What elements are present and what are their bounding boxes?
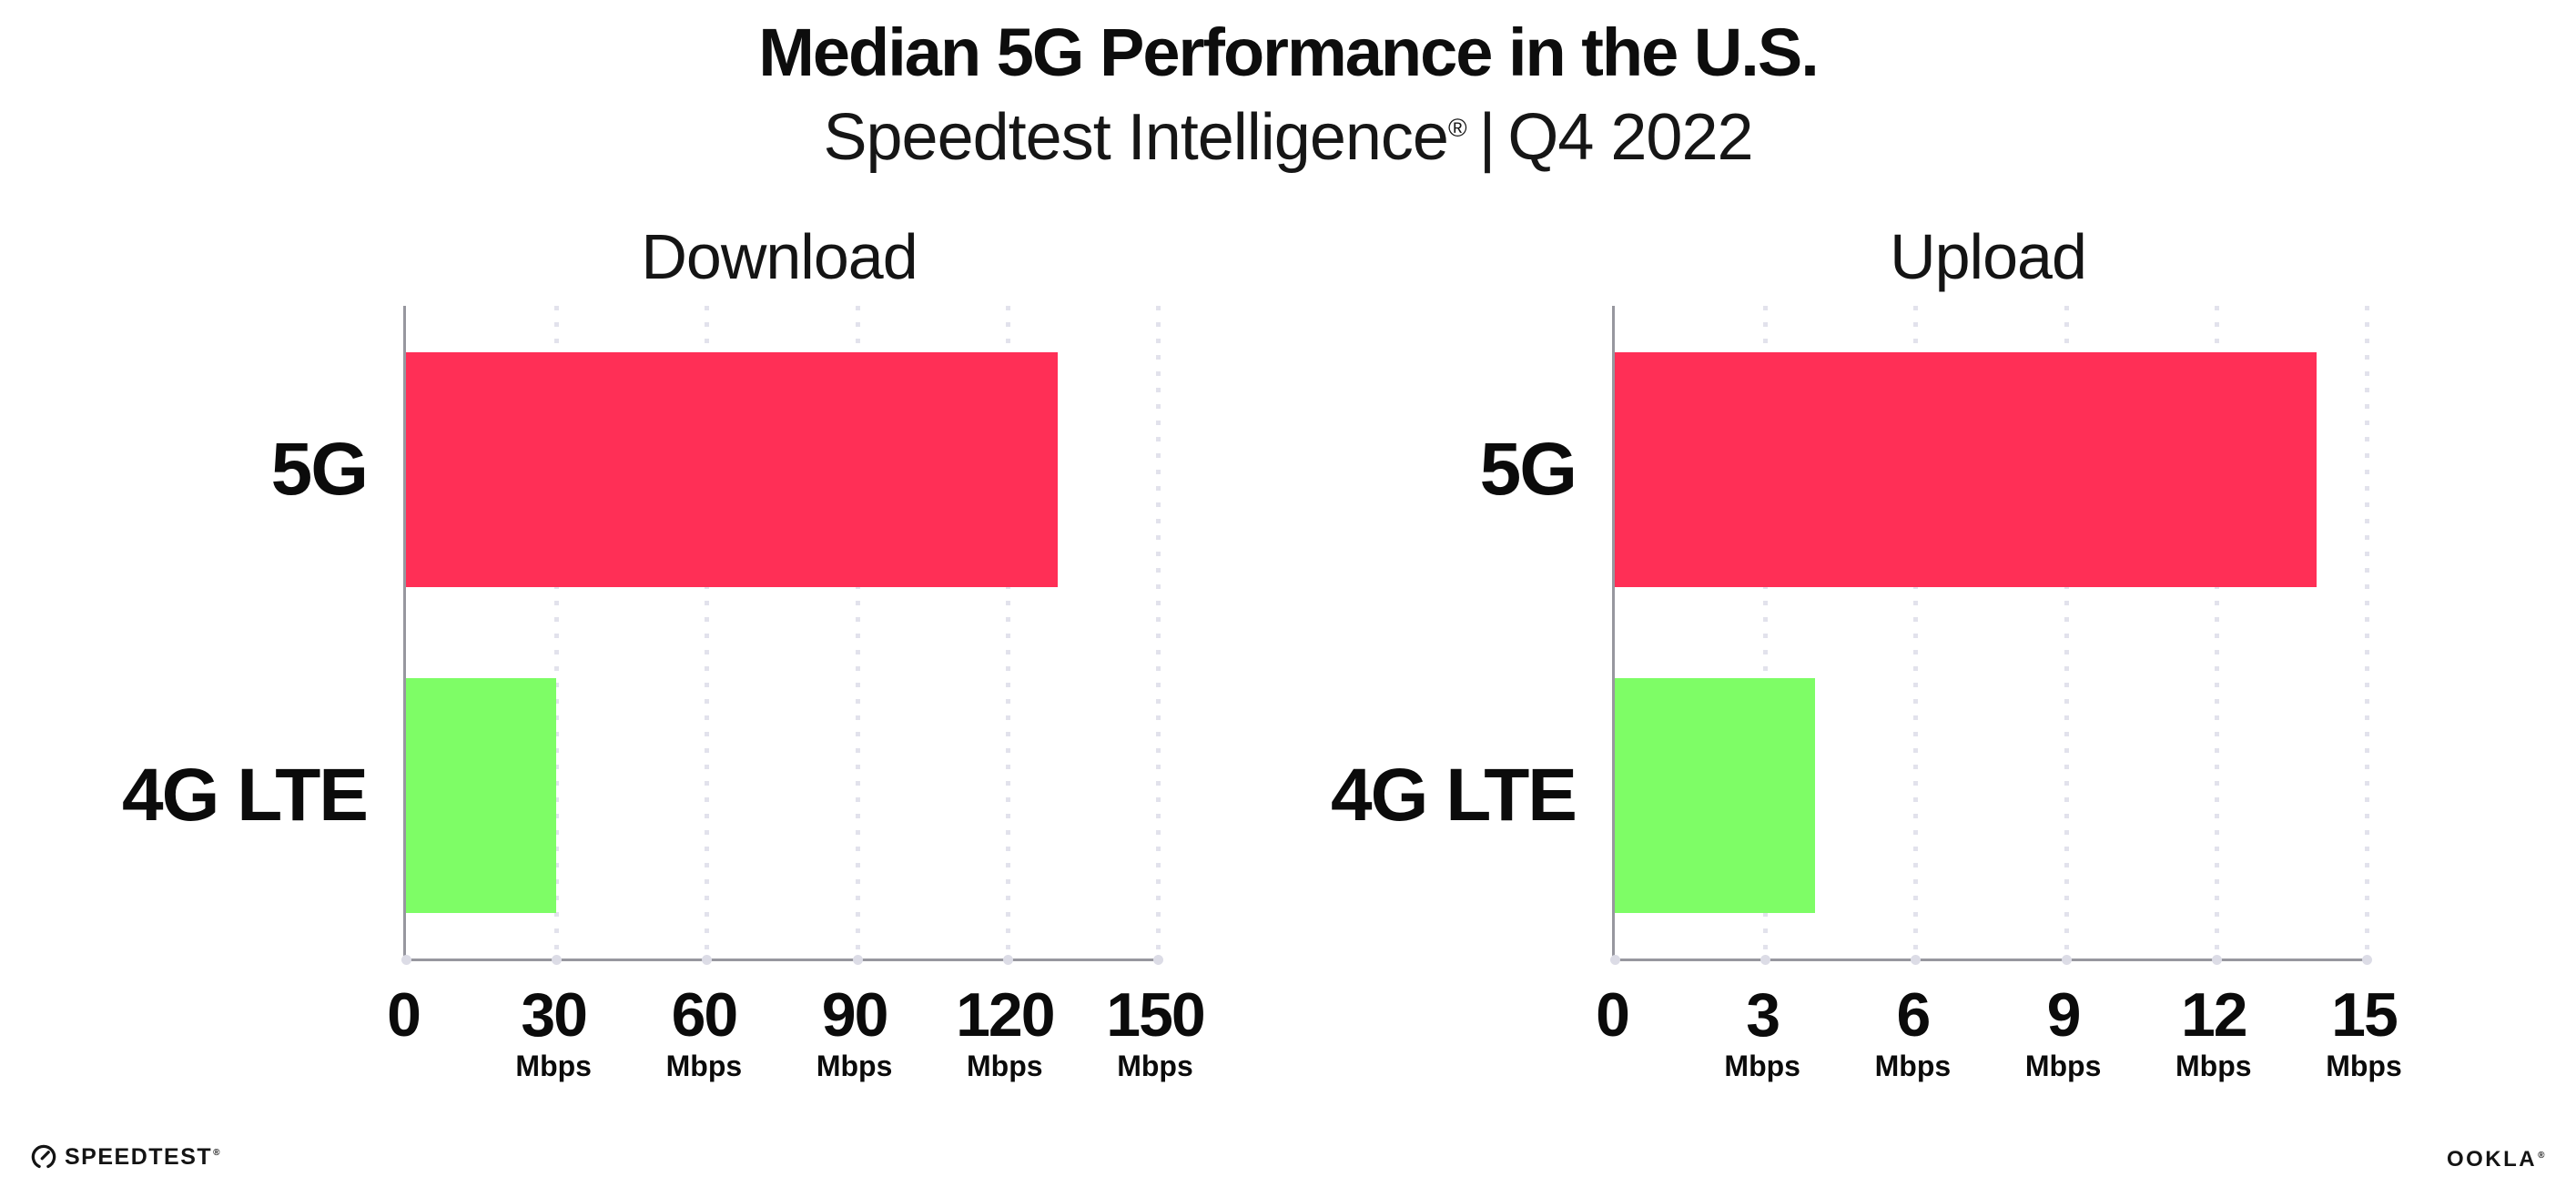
axis-tick-dot <box>1760 955 1771 965</box>
axis-tick-dot <box>1153 955 1163 965</box>
bar-4g-lte <box>406 678 557 913</box>
x-tick-label: 90 <box>821 980 889 1050</box>
gridline <box>705 306 710 959</box>
axis-tick-dot <box>552 955 563 965</box>
subtitle-brand: Speedtest Intelligence <box>823 101 1449 174</box>
bar-5g <box>1615 352 2317 587</box>
x-tick-unit-label: Mbps <box>967 1050 1043 1082</box>
gridline <box>1913 306 1919 959</box>
x-tick-label: 60 <box>671 980 739 1050</box>
category-label: 4G LTE <box>122 754 369 837</box>
axis-tick-dot <box>852 955 863 965</box>
x-tick-unit-label: Mbps <box>816 1050 893 1082</box>
axis-tick-dot <box>1610 955 1620 965</box>
ookla-logo-text: OOKLA® <box>2446 1147 2547 1172</box>
x-tick-unit-label: Mbps <box>665 1050 743 1082</box>
x-tick-label: 12 <box>2180 980 2248 1050</box>
x-tick-unit-label: Mbps <box>2326 1050 2402 1082</box>
gridline <box>855 306 860 959</box>
gridline <box>554 306 560 959</box>
axis-tick-dot <box>702 955 713 965</box>
upload-plot-area <box>1610 306 2372 965</box>
x-tick-unit-label: Mbps <box>2175 1050 2252 1082</box>
speedtest-logo: SPEEDTEST® <box>30 1143 221 1171</box>
bar-5g <box>406 352 1058 587</box>
gridline <box>2365 306 2369 959</box>
x-tick-unit-label: Mbps <box>1117 1050 1193 1082</box>
x-tick-label: 3 <box>1746 980 1780 1050</box>
report-header: Median 5G Performance in the U.S. Speedt… <box>0 11 2576 180</box>
download-x-axis-labels: 0 30 Mbps 60 Mbps 90 Mbps 120 Mbps 150 Mbps <box>387 959 1206 1104</box>
axis-tick-dot <box>1002 955 1013 965</box>
gridline <box>2064 306 2069 959</box>
x-tick-label: 9 <box>2046 980 2082 1050</box>
upload-category-labels: 5G 4G LTE <box>1254 306 1577 959</box>
speedtest-logo-text: SPEEDTEST® <box>65 1143 222 1170</box>
category-label: 5G <box>1479 428 1577 511</box>
x-tick-label: 30 <box>521 980 588 1050</box>
upload-chart-title: Upload <box>1890 221 2087 292</box>
x-tick-label: 120 <box>956 980 1055 1050</box>
download-plot-area <box>401 306 1163 965</box>
category-label: 4G LTE <box>1331 754 1577 837</box>
x-tick-unit-label: Mbps <box>2024 1050 2102 1082</box>
page-subtitle: Speedtest Intelligence® | Q4 2022 <box>0 95 2576 180</box>
axis-tick-dot <box>401 955 411 965</box>
subtitle-separator: | <box>1478 101 1496 174</box>
gridline <box>1156 306 1161 959</box>
ookla-registered-mark: ® <box>2538 1151 2547 1161</box>
speedtest-registered-mark: ® <box>213 1148 222 1159</box>
gridline <box>1763 306 1769 959</box>
x-tick-label: 6 <box>1896 980 1931 1050</box>
ookla-logo: OOKLA® <box>2447 1147 2547 1172</box>
category-label: 5G <box>270 428 369 511</box>
x-tick-label: 0 <box>387 980 421 1050</box>
axis-tick-dot <box>2362 955 2372 965</box>
x-tick-label: 0 <box>1596 980 1630 1050</box>
x-tick-unit-label: Mbps <box>1874 1050 1952 1082</box>
x-tick-label: 15 <box>2331 980 2399 1050</box>
speedtest-gauge-icon <box>30 1143 57 1171</box>
axis-tick-dot <box>1911 955 1922 965</box>
axis-tick-dot <box>2061 955 2072 965</box>
gridline <box>2214 306 2219 959</box>
upload-x-axis-labels: 0 3 Mbps 6 Mbps 9 Mbps 12 Mbps 15 Mbps <box>1596 959 2402 1104</box>
gridline <box>1005 306 1010 959</box>
x-tick-unit-label: Mbps <box>1724 1050 1800 1082</box>
axis-tick-dot <box>2211 955 2222 965</box>
bar-4g-lte <box>1615 678 1816 913</box>
download-chart-title: Download <box>641 221 918 292</box>
download-category-labels: 5G 4G LTE <box>46 306 369 959</box>
registered-mark: ® <box>1447 114 1467 142</box>
x-tick-unit-label: Mbps <box>515 1050 592 1082</box>
x-tick-label: 150 <box>1106 980 1205 1050</box>
subtitle-period: Q4 2022 <box>1507 101 1753 174</box>
page-title: Median 5G Performance in the U.S. <box>758 15 1820 90</box>
